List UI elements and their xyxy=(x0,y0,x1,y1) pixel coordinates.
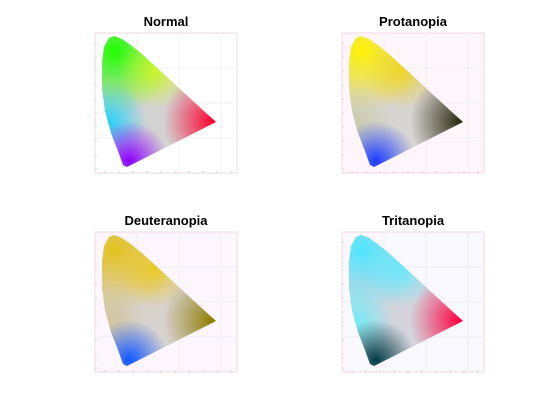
panel-deuteranopia xyxy=(94,231,238,373)
panel-protanopia xyxy=(341,32,485,174)
panel-title: Deuteranopia xyxy=(124,213,208,228)
panel-tritanopia xyxy=(341,231,485,373)
panel-title: Protanopia xyxy=(379,14,448,29)
panel-normal xyxy=(94,32,238,174)
panel-title: Normal xyxy=(144,14,189,29)
panel-title: Tritanopia xyxy=(382,213,445,228)
